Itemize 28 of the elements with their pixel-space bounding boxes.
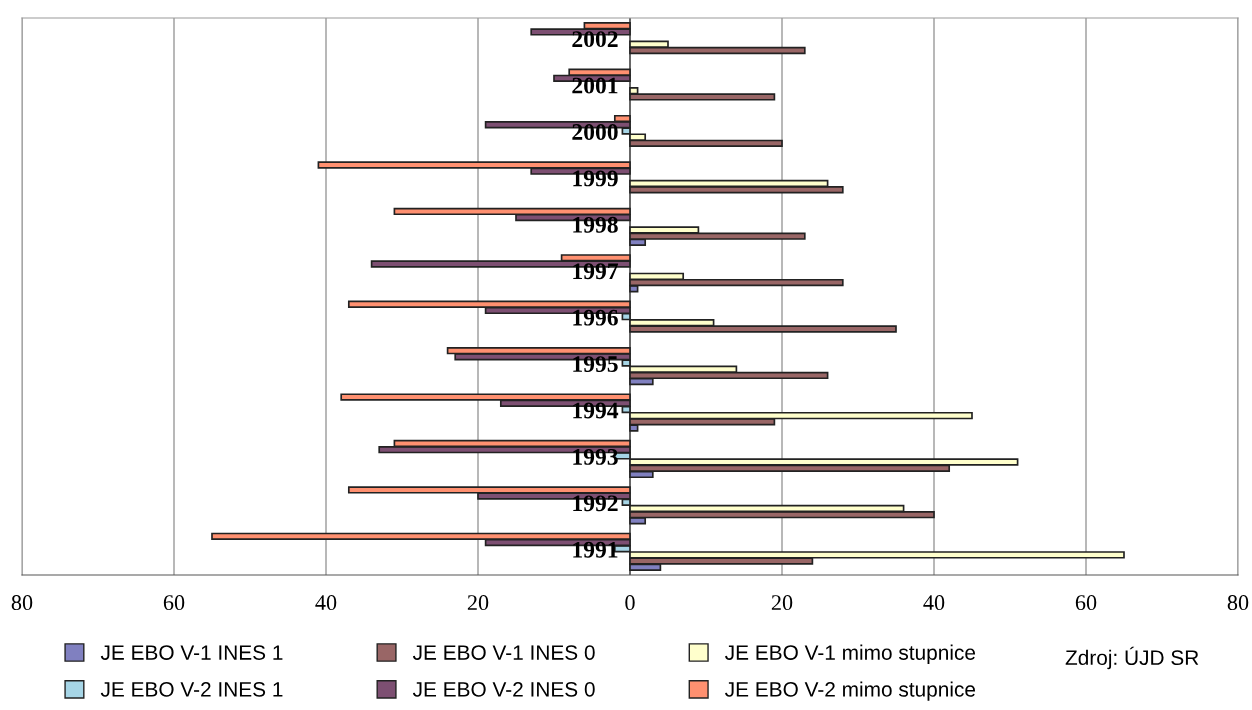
x-tick-label: 0 <box>625 595 635 611</box>
legend-label: JE EBO V-1 mimo stupnice <box>725 644 976 665</box>
y-tick-label: 1997 <box>573 263 619 280</box>
x-tick-label: 40 <box>315 595 337 611</box>
legend-label: JE EBO V-2 INES 0 <box>412 681 595 697</box>
legend-label: JE EBO V-2 mimo stupnice <box>725 681 976 701</box>
y-tick-label: 1998 <box>573 216 618 233</box>
y-tick-label: 1994 <box>573 402 619 419</box>
x-tick-label: 40 <box>923 595 945 611</box>
text: Zdroj: ÚJD SR <box>1065 646 1199 670</box>
x-tick-label: 80 <box>1227 595 1249 611</box>
x-tick-label: 60 <box>1075 595 1097 611</box>
x-tick-label: 20 <box>771 595 793 611</box>
x-tick-label: 80 <box>11 595 33 611</box>
y-tick-label: 2001 <box>572 77 618 94</box>
y-tick-label: 1996 <box>573 309 618 326</box>
legend-label: JE EBO V-1 INES 0 <box>412 645 595 660</box>
legend-label: JE EBO V-2 INES 1 <box>100 681 283 697</box>
x-tick-label: 20 <box>467 595 489 611</box>
y-tick-label: 1995 <box>573 356 618 373</box>
y-tick-label: 1991 <box>573 541 618 558</box>
y-tick-label: 2000 <box>572 124 618 140</box>
y-tick-label: 2002 <box>572 31 618 48</box>
legend-label: JE EBO V-1 INES 1 <box>100 645 283 660</box>
y-tick-label: 1999 <box>573 170 618 187</box>
y-tick-label: 1993 <box>573 449 618 465</box>
x-tick-label: 60 <box>163 595 185 611</box>
y-tick-label: 1992 <box>573 495 618 512</box>
